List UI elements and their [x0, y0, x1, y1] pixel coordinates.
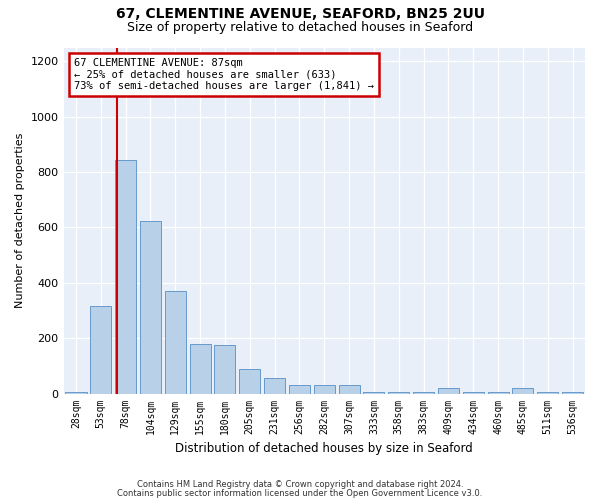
Text: Contains public sector information licensed under the Open Government Licence v3: Contains public sector information licen…: [118, 488, 482, 498]
Text: 67, CLEMENTINE AVENUE, SEAFORD, BN25 2UU: 67, CLEMENTINE AVENUE, SEAFORD, BN25 2UU: [115, 8, 485, 22]
Bar: [388, 392, 409, 394]
Bar: [438, 388, 459, 394]
Bar: [264, 378, 285, 394]
Bar: [190, 344, 211, 394]
Bar: [338, 386, 359, 394]
Bar: [463, 392, 484, 394]
X-axis label: Distribution of detached houses by size in Seaford: Distribution of detached houses by size …: [175, 442, 473, 455]
Bar: [140, 220, 161, 394]
Bar: [413, 392, 434, 394]
Bar: [165, 291, 186, 394]
Bar: [562, 392, 583, 394]
Bar: [289, 386, 310, 394]
Text: Size of property relative to detached houses in Seaford: Size of property relative to detached ho…: [127, 21, 473, 34]
Bar: [90, 306, 112, 394]
Bar: [115, 160, 136, 394]
Bar: [314, 386, 335, 394]
Bar: [488, 392, 509, 394]
Bar: [364, 392, 385, 394]
Bar: [512, 388, 533, 394]
Bar: [537, 392, 559, 394]
Text: Contains HM Land Registry data © Crown copyright and database right 2024.: Contains HM Land Registry data © Crown c…: [137, 480, 463, 489]
Bar: [214, 345, 235, 394]
Y-axis label: Number of detached properties: Number of detached properties: [15, 133, 25, 308]
Bar: [239, 368, 260, 394]
Text: 67 CLEMENTINE AVENUE: 87sqm
← 25% of detached houses are smaller (633)
73% of se: 67 CLEMENTINE AVENUE: 87sqm ← 25% of det…: [74, 58, 374, 91]
Bar: [65, 392, 86, 394]
